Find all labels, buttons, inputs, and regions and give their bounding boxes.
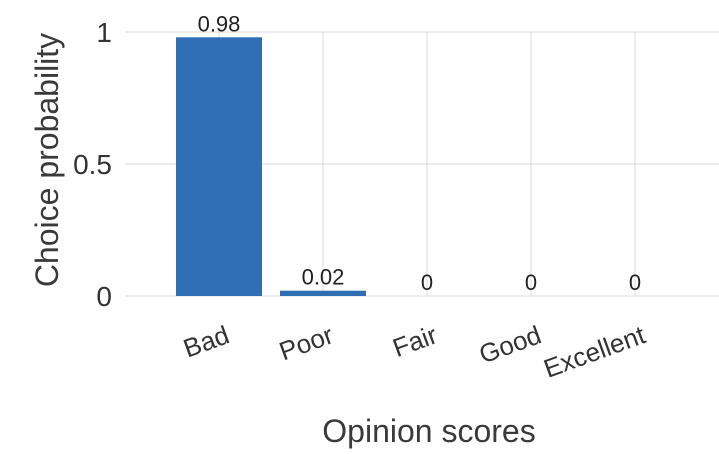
bar-value-label: 0	[629, 270, 641, 295]
y-tick-label: 1	[96, 17, 112, 48]
x-tick-label: Good	[475, 319, 545, 369]
x-axis-title: Opinion scores	[322, 413, 535, 449]
x-tick-label: Poor	[275, 319, 337, 366]
y-axis-ticks: 00.51	[73, 17, 112, 312]
bar-value-label: 0	[525, 270, 537, 295]
bar-poor	[280, 290, 366, 296]
y-axis-title: Choice probability	[29, 33, 65, 287]
x-tick-label: Fair	[389, 319, 442, 363]
bars	[176, 37, 366, 296]
x-tick-label: Excellent	[540, 319, 650, 384]
bar-value-label: 0	[421, 270, 433, 295]
y-tick-label: 0.5	[73, 149, 112, 180]
bar-value-label: 0.02	[302, 265, 345, 290]
y-tick-label: 0	[96, 281, 112, 312]
data-labels: 0.98 0.02 0 0 0	[198, 11, 642, 295]
x-tick-label: Bad	[179, 319, 233, 363]
bar-bad	[176, 37, 262, 296]
bar-value-label: 0.98	[198, 11, 241, 36]
